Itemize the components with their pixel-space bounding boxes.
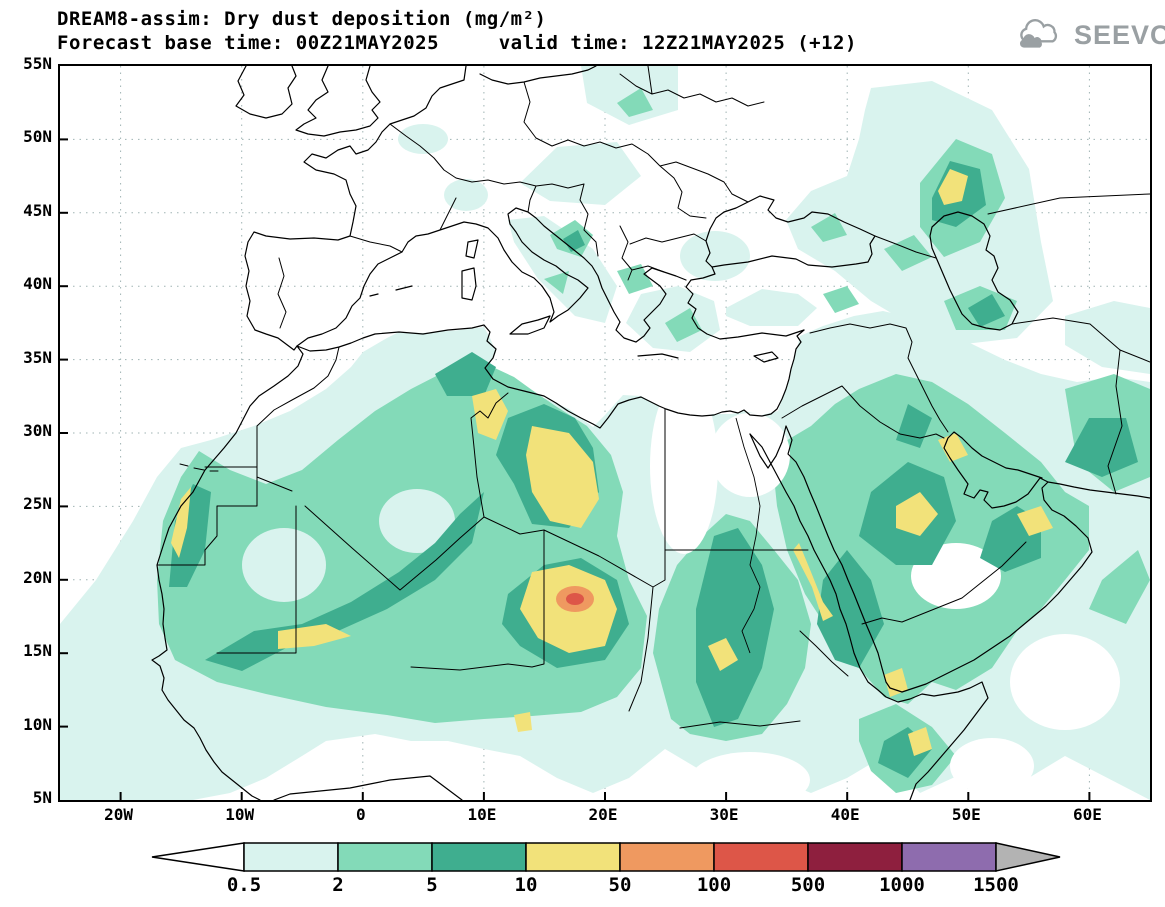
legend-segment-50-100 <box>619 842 715 872</box>
lon-tick-label: 10E <box>467 805 497 824</box>
axis-ticks <box>60 138 1091 800</box>
legend-segment-500-1000 <box>807 842 903 872</box>
legend-segment-100-500 <box>713 842 809 872</box>
logo-text: SEEVCCC <box>1074 19 1165 50</box>
legend-label: 500 <box>790 874 826 896</box>
map-plot <box>58 64 1152 802</box>
figure-title: DREAM8-assim: Dry dust deposition (mg/m²… <box>57 8 547 30</box>
lat-tick-label: 50N <box>23 127 52 147</box>
cloud-icon <box>1019 19 1058 48</box>
map-svg <box>60 66 1150 800</box>
lon-tick-label: 50E <box>951 805 981 824</box>
coastlines <box>151 66 1150 800</box>
legend-segment-below-min <box>151 842 245 872</box>
legend-segment-1000-1500 <box>901 842 997 872</box>
lon-tick-label: 40E <box>830 805 860 824</box>
lat-tick-label: 45N <box>23 200 52 220</box>
lon-tick-label: 10W <box>225 805 255 824</box>
legend-label: 1000 <box>879 874 925 896</box>
legend-label: 0.5 <box>226 874 262 896</box>
colorbar <box>151 842 1061 872</box>
legend-label: 2 <box>332 874 344 896</box>
dust-fill-100-500 <box>566 593 584 605</box>
lon-tick-label: 20E <box>588 805 618 824</box>
lat-tick-label: 30N <box>23 421 52 440</box>
legend-segment-10-50 <box>525 842 621 872</box>
figure-titles: DREAM8-assim: Dry dust deposition (mg/m²… <box>57 7 857 55</box>
legend-label: 50 <box>608 874 632 896</box>
seevccc-logo: SEEVCCC <box>1014 18 1165 52</box>
lon-tick-label: 0 <box>355 805 366 824</box>
lon-tick-label: 60E <box>1072 805 1102 824</box>
lat-tick-label: 40N <box>23 274 52 294</box>
dust-fill-below-0p5 <box>650 378 1120 800</box>
lat-tick-label: 55N <box>23 54 52 73</box>
legend-label: 100 <box>696 874 732 896</box>
lat-tick-label: 15N <box>23 641 52 661</box>
dust-fill-10-50 <box>171 169 1053 756</box>
legend-segment-2-5 <box>337 842 433 872</box>
legend-segment-above-max <box>995 842 1061 872</box>
legend-label: 1500 <box>973 874 1019 896</box>
legend-label: 10 <box>514 874 538 896</box>
lat-tick-label: 35N <box>23 347 52 367</box>
figure-subtitle: Forecast base time: 00Z21MAY2025 valid t… <box>57 32 857 54</box>
lat-tick-label: 20N <box>23 567 52 587</box>
lat-tick-label: 25N <box>23 494 52 514</box>
legend-segment-5-10 <box>431 842 527 872</box>
lat-tick-label: 10N <box>23 714 52 734</box>
legend-segment-0p5-2 <box>243 842 339 872</box>
lon-tick-label: 20W <box>104 805 134 824</box>
legend-label: 5 <box>426 874 438 896</box>
lat-tick-label: 5N <box>32 788 52 807</box>
lon-tick-label: 30E <box>709 805 739 824</box>
country-borders <box>156 66 1150 729</box>
